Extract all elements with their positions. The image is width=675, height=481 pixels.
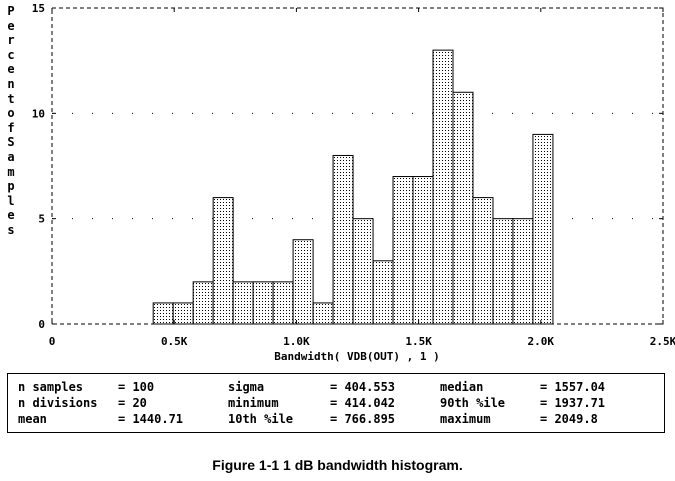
histogram-bar [232,281,254,325]
figure-caption: Figure 1-1 1 dB bandwidth histogram. [212,457,463,473]
stat-value: = 414.042 [330,396,396,410]
histogram-bar [432,49,454,325]
histogram-bar [472,197,494,325]
stat-label: maximum [440,412,491,426]
x-tick-label: 2.0K [528,335,555,348]
stat-label: n divisions [18,396,98,410]
stat-label: mean [18,412,47,426]
stat-label: 10th %ile [228,412,294,426]
stat-label: n samples [18,380,84,394]
x-tick-label: 1.5K [405,335,432,348]
stat-label: median [440,380,484,394]
histogram-bar [292,239,314,325]
stat-label: sigma [228,380,265,394]
stat-value: = 2049.8 [540,412,598,426]
stat-value: = 1440.71 [118,412,184,426]
x-tick-label: 0.5K [161,335,188,348]
stat-value: = 1557.04 [540,380,606,394]
y-axis-label: Percent of Samples [7,4,22,237]
histogram-chart: 0 0.5K 1.0K 1.5K 2.0K 2.5K 0 5 10 15 Bandwidth( V… [32,2,675,363]
stat-label: minimum [228,396,279,410]
stat-value: = 100 [118,380,155,394]
stat-value: = 1937.71 [540,396,606,410]
histogram-bar [332,154,354,325]
stat-value: = 404.553 [330,380,396,394]
x-tick-label: 0 [49,335,56,348]
x-tick-label: 1.0K [283,335,310,348]
histogram-bar [452,91,474,325]
y-tick-label: 0 [38,318,45,331]
stat-value: = 766.895 [330,412,396,426]
x-axis-label: Bandwidth( VDB(OUT) , 1 ) [274,350,440,363]
y-tick-label: 15 [32,2,45,15]
stat-value: = 20 [118,396,147,410]
histogram-bar [532,133,554,325]
y-tick-label: 5 [38,213,45,226]
histogram-bar [392,176,414,325]
stats-row: n divisions = 20 minimum = 414.042 90th %ile… [18,396,658,411]
histogram-bar [352,218,374,325]
histogram-bar [312,302,334,325]
histogram-bar [252,281,274,325]
histogram-bar [272,281,294,325]
stat-label: 90th %ile [440,396,506,410]
histogram-bar [372,260,394,325]
histogram-bar [512,218,534,325]
stats-row: mean = 1440.71 10th %ile = 766.895 maximum = … [18,412,658,427]
histogram-bar [192,281,214,325]
stats-row: n samples = 100 sigma = 404.553 median = 1557… [18,380,658,395]
plot-frame [51,7,664,325]
histogram-bar [412,176,434,325]
y-tick-label: 10 [32,107,45,120]
x-tick-label: 2.5K [650,335,675,348]
histogram-bar [152,302,174,325]
histogram-bar [212,197,234,325]
histogram-bar [492,218,514,325]
histogram-bar [172,302,194,325]
statistics-box: n samples = 100 sigma = 404.553 median = 1557… [7,373,665,433]
